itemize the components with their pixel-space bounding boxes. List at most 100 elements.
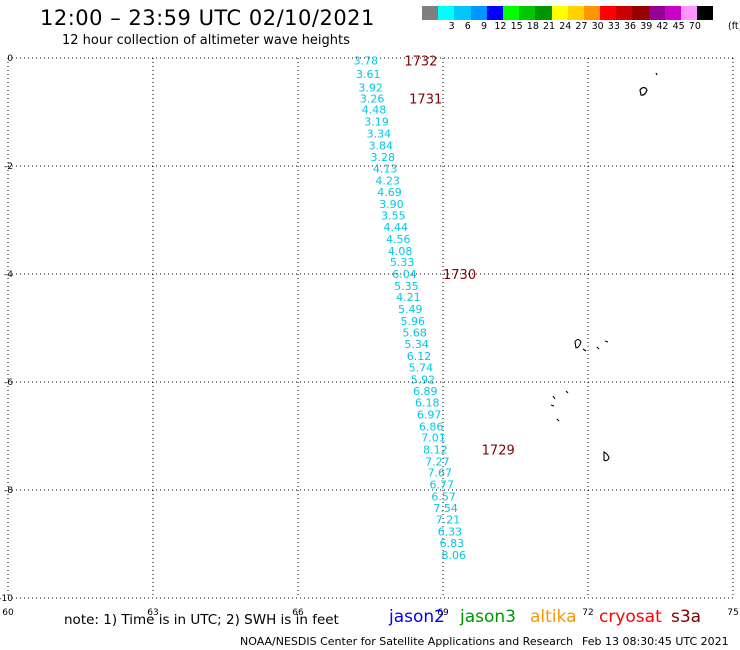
- legend-scale-label: 30: [591, 21, 604, 32]
- swh-value-label: 5.92: [411, 373, 436, 386]
- legend-scale-label: 45: [672, 21, 685, 32]
- swh-value-label: 7.01: [421, 432, 446, 445]
- y-tick-label: -6: [4, 378, 13, 388]
- island-outlines: [550, 72, 658, 462]
- island-outline: [574, 338, 587, 352]
- swh-value-label: 6.12: [407, 350, 432, 363]
- swh-value-label: 3.55: [381, 210, 406, 223]
- swh-value-label: 5.49: [398, 303, 423, 316]
- gridlines: [7, 57, 734, 599]
- swh-value-label: 6.57: [431, 490, 456, 503]
- swh-value-label: 3.90: [379, 198, 404, 211]
- island-outline: [655, 72, 658, 76]
- swh-value-label: 4.08: [388, 245, 413, 258]
- legend-scale-label: 12: [494, 21, 507, 32]
- swh-value-label: 5.96: [400, 315, 425, 328]
- legend-scale-label: 9: [481, 21, 488, 32]
- data-marks: 3.783.613.923.264.483.193.343.843.284.13…: [354, 55, 515, 562]
- legend-swatch: [519, 6, 536, 20]
- island-outline: [550, 390, 569, 422]
- x-tick-label: 69: [437, 608, 449, 618]
- swh-value-label: 8.06: [442, 549, 467, 562]
- legend-scale-label: 42: [656, 21, 669, 32]
- legend-scale-label: 33: [607, 21, 620, 32]
- generation-timestamp: Feb 13 08:30:45 UTC 2021: [582, 635, 729, 648]
- island-outline: [639, 86, 648, 96]
- swh-value-label: 5.33: [390, 256, 415, 269]
- swh-value-label: 6.97: [417, 408, 442, 421]
- legend-scale-label: 18: [526, 21, 539, 32]
- island-outline: [603, 451, 610, 462]
- swh-value-label: 8.12: [423, 444, 448, 457]
- swh-value-label: 4.23: [375, 175, 400, 188]
- legend-swatch: [632, 6, 649, 20]
- swh-value-label: 6.04: [392, 268, 417, 281]
- x-tick-label: 63: [147, 608, 158, 618]
- swh-value-label: 3.61: [356, 68, 381, 81]
- y-tick-label: -2: [4, 162, 13, 172]
- legend-swatch: [535, 6, 552, 20]
- swh-value-label: 6.83: [440, 537, 465, 550]
- legend-swatch: [438, 6, 455, 20]
- legend-swatch: [697, 6, 714, 20]
- x-tick-label: 66: [292, 608, 304, 618]
- legend-swatch: [681, 6, 698, 20]
- footer-note: note: 1) Time is in UTC; 2) SWH is in fe…: [64, 612, 339, 628]
- legend-scale-label: 39: [640, 21, 653, 32]
- swh-value-label: 4.21: [396, 291, 421, 304]
- swh-value-label: 3.92: [358, 82, 383, 95]
- swh-value-label: 5.34: [404, 338, 429, 351]
- color-scale-legend: [422, 6, 714, 20]
- tick-labels: 60 63 66 69 72 75 0 -2 -4 -6 -8 -10: [0, 54, 739, 618]
- swh-value-label: 7.67: [428, 467, 453, 480]
- time-label: 1729: [482, 444, 515, 459]
- legend-swatch: [502, 6, 520, 20]
- swh-value-label: 3.28: [371, 151, 396, 164]
- legend-swatch: [664, 6, 681, 20]
- swh-value-label: 5.74: [409, 361, 434, 374]
- legend-swatch: [648, 6, 665, 20]
- legend-scale-label: 70: [688, 21, 701, 32]
- swh-value-label: 4.44: [384, 221, 409, 234]
- legend-swatch: [454, 6, 471, 20]
- legend-swatch: [551, 6, 568, 20]
- swh-value-label: 7.21: [436, 514, 461, 527]
- swh-value-label: 6.33: [438, 526, 463, 539]
- swh-value-label: 7.27: [425, 455, 450, 468]
- swh-value-label: 4.56: [386, 233, 411, 246]
- swh-value-label: 3.84: [369, 139, 394, 152]
- legend-swatch: [567, 6, 584, 20]
- chart-title: 12:00 – 23:59 UTC 02/10/2021: [40, 6, 375, 30]
- time-label: 1730: [443, 268, 476, 283]
- y-tick-label: -8: [4, 486, 13, 496]
- legend-scale-label: 6: [464, 21, 471, 32]
- time-label: 1732: [404, 55, 437, 70]
- swh-value-label: 3.78: [354, 55, 379, 68]
- legend-swatch: [470, 6, 487, 20]
- swh-value-label: 6.86: [419, 420, 444, 433]
- legend-s3a: s3a: [671, 607, 702, 627]
- swh-value-label: 7.54: [433, 502, 458, 515]
- island-outline: [596, 340, 609, 350]
- swh-value-label: 3.26: [360, 93, 385, 106]
- legend-scale-label: 24: [559, 21, 572, 32]
- legend-altika: altika: [530, 607, 577, 627]
- time-label: 1731: [409, 93, 442, 108]
- credit-line: NOAA/NESDIS Center for Satellite Applica…: [240, 635, 574, 648]
- legend-swatch: [486, 6, 503, 20]
- legend-scale-label: 21: [543, 21, 556, 32]
- legend-swatch: [616, 6, 633, 20]
- legend-scale-label: 3: [448, 21, 455, 32]
- swh-value-label: 6.77: [429, 479, 454, 492]
- swh-value-label: 3.19: [364, 116, 389, 129]
- y-tick-label: 0: [7, 54, 13, 64]
- y-tick-label: -10: [0, 594, 13, 604]
- color-scale-labels: 3 6 9 12 15 18 21 24 27 30 33 36 39 42 45 70: [422, 21, 740, 33]
- legend-scale-label: 27: [575, 21, 588, 32]
- chart-subtitle: 12 hour collection of altimeter wave hei…: [62, 33, 350, 48]
- legend-jason2: jason2: [389, 607, 445, 627]
- legend-swatch: [422, 6, 439, 20]
- x-tick-label: 60: [2, 608, 14, 618]
- swh-value-label: 5.68: [402, 326, 427, 339]
